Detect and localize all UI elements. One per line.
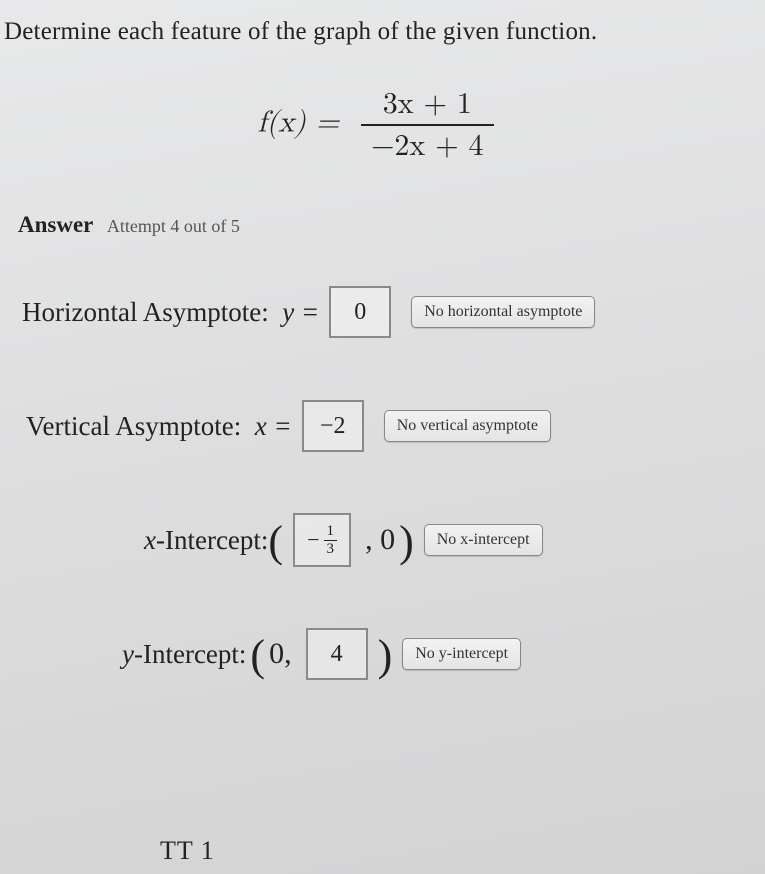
x-intercept-row: x-Intercept: ( − 1 3 , 0 ) No x-intercep… xyxy=(144,512,747,568)
y-intercept-row: y-Intercept: ( 0, 4 ) No y-intercept xyxy=(122,626,747,682)
vertical-asymptote-row: Vertical Asymptote: x = −2 No vertical a… xyxy=(26,398,747,454)
y-intercept-prefix: 0, xyxy=(269,637,292,671)
answer-header: Answer Attempt 4 out of 5 xyxy=(18,212,747,238)
x-intercept-input[interactable]: − 1 3 xyxy=(293,513,351,567)
x-intercept-suffix: , 0 xyxy=(365,523,395,557)
vertical-asymptote-input[interactable]: −2 xyxy=(302,400,364,452)
y-intercept-label: y-Intercept: xyxy=(122,639,246,670)
va-text: Vertical Asymptote: xyxy=(26,411,241,441)
no-vertical-asymptote-button[interactable]: No vertical asymptote xyxy=(384,410,551,442)
ha-var: y = xyxy=(282,297,319,327)
question-prompt: Determine each feature of the graph of t… xyxy=(4,18,747,46)
no-x-intercept-button[interactable]: No x-intercept xyxy=(424,524,543,556)
va-var: x = xyxy=(255,411,292,441)
vertical-asymptote-label: Vertical Asymptote: x = xyxy=(26,411,292,442)
horizontal-asymptote-input[interactable]: 0 xyxy=(329,286,391,338)
close-paren-y: ) xyxy=(378,634,393,678)
cutoff-text: TT 1 xyxy=(160,836,215,866)
equation-lhs: f(x) = xyxy=(257,107,339,137)
y-intercept-input[interactable]: 4 xyxy=(306,628,368,680)
function-equation: f(x) = 3x + 1 −2x + 4 xyxy=(4,86,747,164)
open-paren-y: ( xyxy=(250,634,265,678)
equation-numerator: 3x + 1 xyxy=(361,86,493,124)
answer-label: Answer xyxy=(18,212,93,237)
ha-text: Horizontal Asymptote: xyxy=(22,297,269,327)
x-intercept-label: x-Intercept: xyxy=(144,525,268,556)
x-intercept-den: 3 xyxy=(327,541,335,557)
no-horizontal-asymptote-button[interactable]: No horizontal asymptote xyxy=(411,296,595,328)
close-paren: ) xyxy=(399,520,414,564)
equation-fraction: 3x + 1 −2x + 4 xyxy=(361,86,493,164)
xi-text: -Intercept: xyxy=(156,525,268,555)
yi-text: -Intercept: xyxy=(134,639,246,669)
no-y-intercept-button[interactable]: No y-intercept xyxy=(402,638,521,670)
x-intercept-num: 1 xyxy=(324,524,338,541)
horizontal-asymptote-label: Horizontal Asymptote: y = xyxy=(22,297,319,328)
x-intercept-sign: − xyxy=(307,529,319,551)
open-paren: ( xyxy=(268,520,283,564)
horizontal-asymptote-row: Horizontal Asymptote: y = 0 No horizonta… xyxy=(22,284,747,340)
attempt-counter: Attempt 4 out of 5 xyxy=(107,216,240,236)
equation-denominator: −2x + 4 xyxy=(361,124,493,164)
